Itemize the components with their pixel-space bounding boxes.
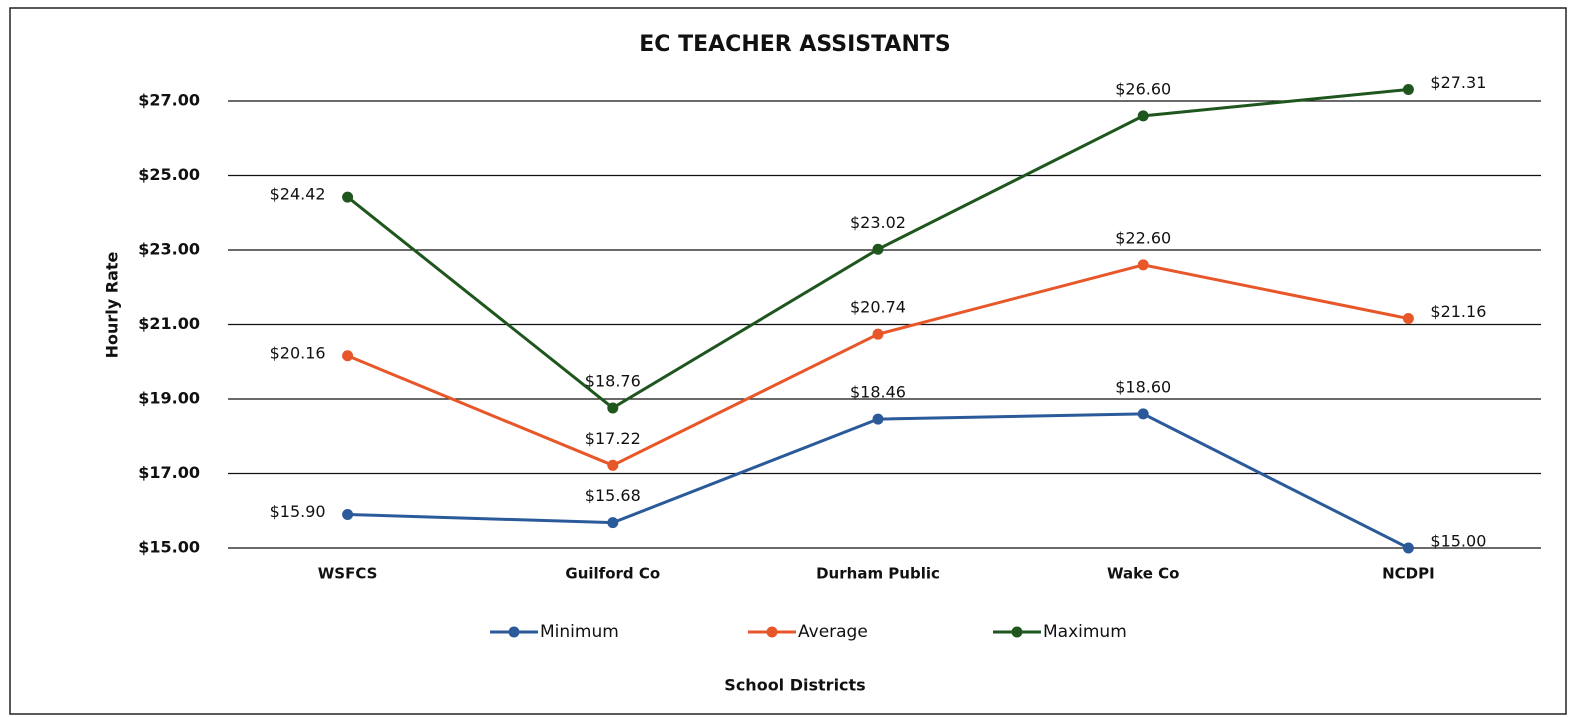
- data-label: $15.00: [1430, 532, 1486, 551]
- marker: [1402, 313, 1414, 325]
- marker: [872, 243, 884, 255]
- data-label: $18.76: [585, 371, 641, 390]
- data-label: $20.16: [270, 343, 326, 362]
- x-tick-label: Durham Public: [816, 565, 940, 583]
- marker: [342, 508, 354, 520]
- legend-marker: [766, 626, 778, 638]
- x-tick-label: WSFCS: [318, 565, 378, 583]
- data-label: $26.60: [1115, 79, 1171, 98]
- y-tick-label: $27.00: [138, 91, 200, 110]
- legend-label: Average: [798, 622, 868, 642]
- y-tick-label: $17.00: [138, 463, 200, 482]
- legend-label: Maximum: [1043, 622, 1127, 642]
- marker: [607, 402, 619, 414]
- marker: [607, 517, 619, 529]
- data-label: $20.74: [850, 298, 906, 317]
- legend-marker: [1011, 626, 1023, 638]
- x-tick-label: NCDPI: [1382, 565, 1435, 583]
- frame: [9, 7, 1567, 715]
- y-tick-label: $23.00: [138, 240, 200, 259]
- data-label: $24.42: [270, 185, 326, 204]
- y-tick-label: $21.00: [138, 314, 200, 333]
- data-label: $15.90: [270, 502, 326, 521]
- legend-label: Minimum: [540, 622, 619, 642]
- marker: [342, 350, 354, 362]
- marker: [1137, 259, 1149, 271]
- marker: [1137, 408, 1149, 420]
- marker: [1402, 542, 1414, 554]
- legend-marker: [508, 626, 520, 638]
- marker: [1137, 110, 1149, 122]
- data-label: $18.46: [850, 383, 906, 402]
- chart-title: EC TEACHER ASSISTANTS: [639, 32, 950, 57]
- x-axis-title: School Districts: [724, 676, 865, 695]
- x-tick-label: Guilford Co: [565, 565, 660, 583]
- data-label: $27.31: [1430, 73, 1486, 92]
- data-label: $18.60: [1115, 377, 1171, 396]
- marker: [872, 328, 884, 340]
- data-label: $22.60: [1115, 228, 1171, 247]
- x-tick-label: Wake Co: [1107, 565, 1179, 583]
- y-tick-label: $25.00: [138, 165, 200, 184]
- series-line: [347, 412, 1410, 550]
- data-label: $21.16: [1430, 302, 1486, 321]
- marker: [342, 191, 354, 203]
- marker: [607, 459, 619, 471]
- data-label: $15.68: [585, 486, 641, 505]
- marker: [872, 413, 884, 425]
- marker: [1402, 83, 1414, 95]
- y-tick-label: $19.00: [138, 389, 200, 408]
- data-label: $17.22: [585, 429, 641, 448]
- data-label: $23.02: [850, 213, 906, 232]
- series-line: [347, 263, 1409, 467]
- y-axis-title: Hourly Rate: [103, 251, 122, 358]
- y-tick-label: $15.00: [138, 538, 200, 557]
